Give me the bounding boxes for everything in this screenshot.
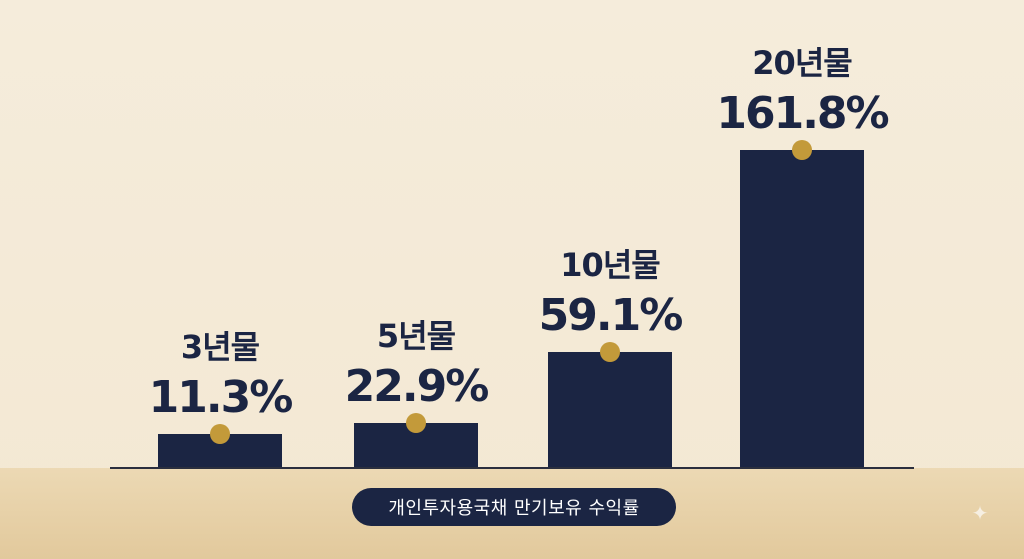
bar-category-label-3: 20년물	[752, 44, 852, 82]
bar-value-label-1: 22.9%	[344, 360, 490, 412]
bar-2	[548, 351, 672, 468]
bar-value-label-3: 161.8%	[716, 88, 889, 139]
sparkle-icon: ✦	[971, 501, 989, 525]
bar-value-label-0: 11.3%	[148, 372, 294, 423]
bar-category-label-2: 10년물	[560, 245, 660, 284]
bar-marker-3	[792, 140, 812, 160]
bar-category-label-0: 3년물	[180, 328, 260, 366]
bar-marker-0	[210, 424, 230, 444]
bar-category-label-1: 5년물	[376, 316, 456, 355]
bar-value-label-2: 59.1%	[538, 289, 684, 341]
x-axis-baseline	[110, 467, 914, 469]
bar-3	[740, 150, 864, 468]
bar-marker-1	[406, 412, 426, 433]
bar-marker-2	[600, 341, 620, 362]
x-axis-caption: 개인투자용국채 만기보유 수익률	[352, 488, 676, 526]
